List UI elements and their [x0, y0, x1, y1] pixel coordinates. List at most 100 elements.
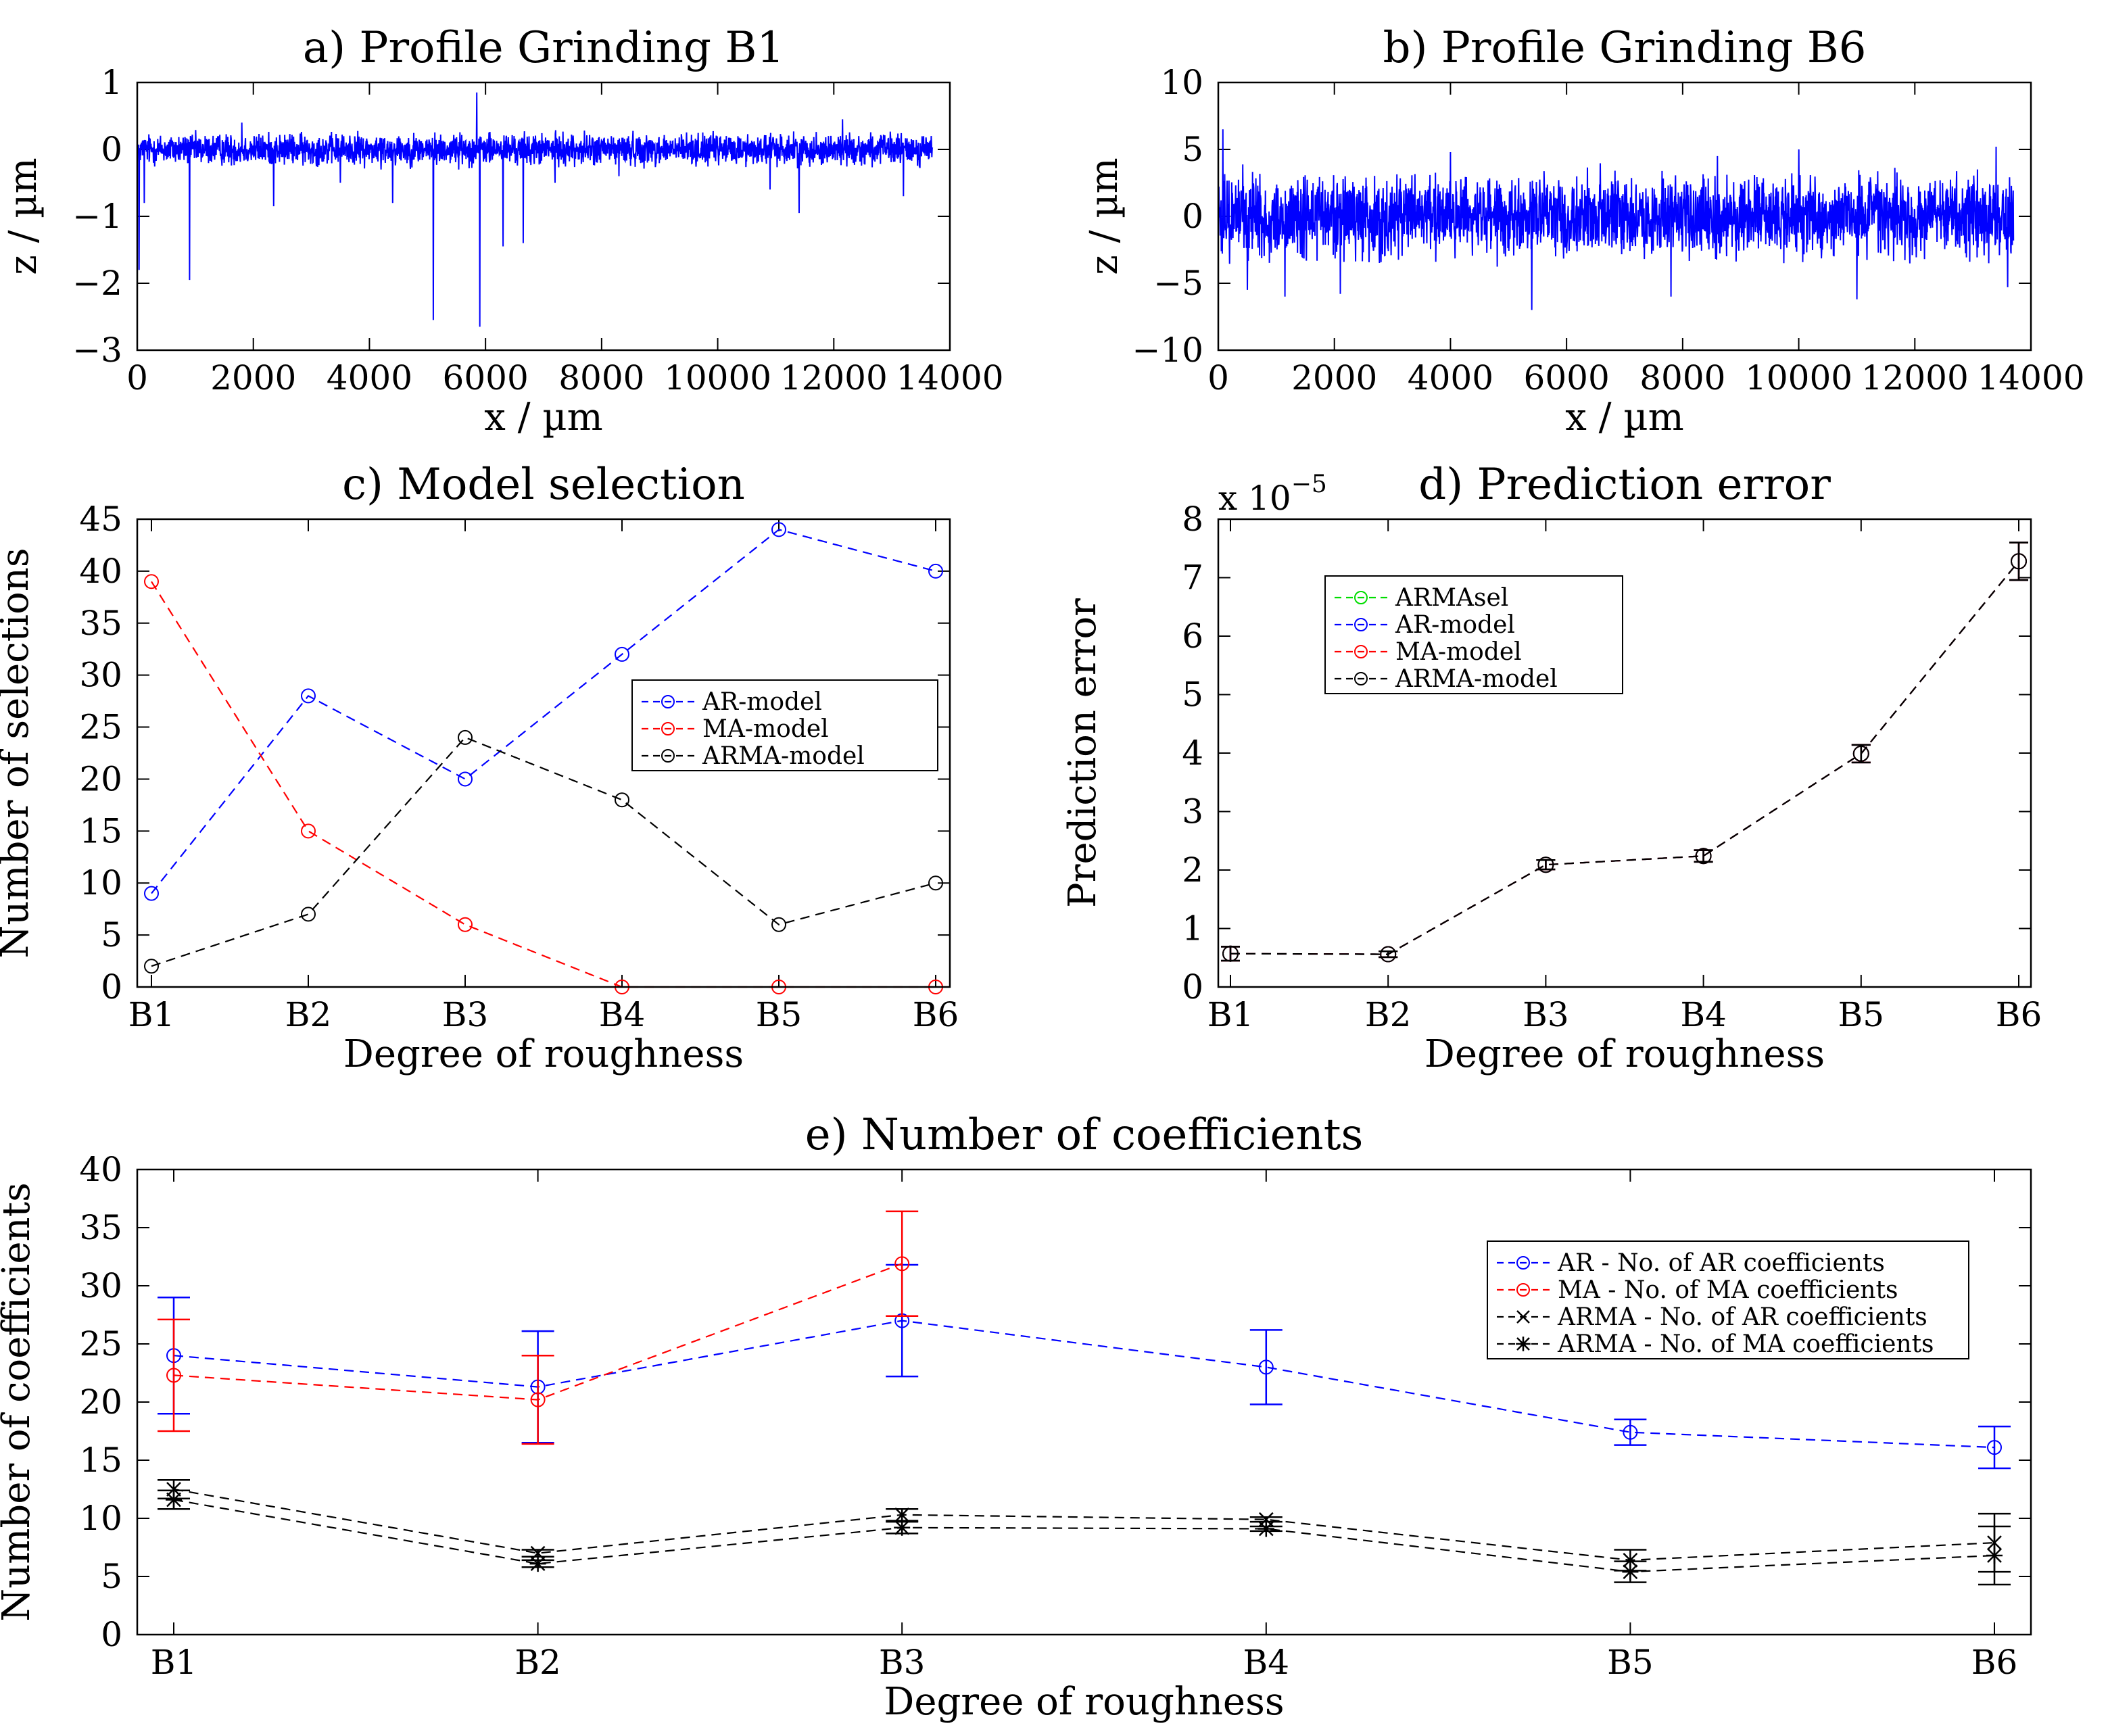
- y-tick-label: 15: [79, 811, 122, 850]
- legend-box: [1487, 1240, 1969, 1359]
- legend-marker: [1354, 591, 1368, 604]
- data-point: [1623, 1424, 1638, 1440]
- legend-label: MA-model: [1395, 638, 1522, 666]
- x-tick-label: 2000: [210, 358, 296, 397]
- y-tick-label: 1: [1182, 909, 1203, 948]
- exponent-power: −5: [1291, 471, 1327, 498]
- legend-label: ARMA - No. of MA coefficients: [1557, 1330, 1934, 1358]
- data-point: [615, 792, 629, 808]
- profile-line: [137, 92, 934, 327]
- x-tick-label: B3: [442, 995, 489, 1034]
- data-point: [301, 823, 316, 839]
- x-tick-label: B2: [285, 995, 332, 1034]
- series-line: [151, 529, 936, 894]
- x-tick-label: 8000: [1639, 358, 1725, 397]
- x-tick-label: B1: [151, 1643, 197, 1682]
- y-tick-label: 0: [1182, 967, 1203, 1007]
- y-tick-label: 30: [79, 1266, 122, 1305]
- legend-box: [1324, 575, 1623, 694]
- x-axis-label: x / µm: [484, 395, 603, 439]
- chart-title: d) Prediction error: [1418, 460, 1831, 510]
- chart-title: b) Profile Grinding B6: [1383, 23, 1867, 73]
- chart-title: a) Profile Grinding B1: [303, 23, 784, 73]
- series-ar-model: [144, 522, 943, 901]
- y-tick-label: 40: [79, 1150, 122, 1189]
- x-tick-label: 4000: [1408, 358, 1493, 397]
- data-point: [894, 1519, 911, 1536]
- y-tick-label: 5: [1182, 675, 1203, 715]
- y-tick-label: 1: [101, 63, 122, 102]
- y-tick-label: 0: [101, 130, 122, 169]
- y-tick-label: 0: [101, 1615, 122, 1654]
- series-line: [173, 1320, 1995, 1449]
- y-tick-label: 8: [1182, 500, 1203, 539]
- legend-label: ARMA-model: [702, 742, 865, 770]
- data-point: [1622, 1564, 1639, 1581]
- series-arma-model: [1221, 541, 2028, 963]
- x-tick-label: B3: [1523, 995, 1569, 1034]
- data-point: [928, 875, 943, 891]
- legend-marker: [1354, 645, 1368, 658]
- axes-frame: [1217, 518, 2032, 988]
- y-axis-label: z / µm: [1, 158, 45, 274]
- legend-label: MA-model: [702, 715, 829, 743]
- data-point: [1222, 945, 1239, 962]
- x-tick-label: 14000: [896, 358, 1003, 397]
- y-tick-label: 5: [101, 915, 122, 955]
- legend-label: AR-model: [1395, 611, 1515, 639]
- x-tick-label: 4000: [327, 358, 412, 397]
- x-tick-label: B4: [1680, 995, 1727, 1034]
- series-line: [1230, 560, 2019, 955]
- x-tick-label: B4: [1243, 1643, 1290, 1682]
- x-tick-label: 2000: [1291, 358, 1377, 397]
- y-tick-label: 35: [79, 604, 122, 643]
- y-tick-label: 45: [79, 500, 122, 539]
- y-tick-label: 3: [1182, 792, 1203, 831]
- data-point: [1537, 857, 1554, 873]
- data-point: [166, 1491, 182, 1508]
- series-arma-model: [144, 729, 943, 974]
- data-point: [2011, 553, 2027, 570]
- data-point: [1623, 1553, 1638, 1568]
- x-tick-label: 6000: [1524, 358, 1610, 397]
- error-bar: [1614, 1418, 1647, 1446]
- data-point: [1852, 745, 1869, 762]
- data-point: [166, 1368, 181, 1383]
- axes-frame: [1217, 81, 2032, 352]
- data-point: [771, 917, 786, 932]
- data-point: [144, 886, 159, 901]
- data-point: [144, 574, 159, 589]
- x-tick-label: 12000: [1861, 358, 1969, 397]
- data-point: [894, 1256, 910, 1272]
- series-line: [173, 1499, 1995, 1573]
- series-line: [151, 736, 936, 967]
- exponent-base: x 10: [1218, 479, 1291, 518]
- y-tick-label: 30: [79, 656, 122, 695]
- y-axis-label: Prediction error: [1061, 598, 1105, 908]
- data-point: [458, 917, 473, 932]
- x-tick-label: 12000: [780, 358, 888, 397]
- axes-frame: [136, 518, 951, 988]
- y-tick-label: 5: [1182, 130, 1203, 169]
- x-tick-label: B2: [514, 1643, 561, 1682]
- data-point: [529, 1556, 546, 1572]
- profile-line: [1218, 129, 2015, 310]
- x-tick-label: B6: [1971, 1643, 2018, 1682]
- axes-frame: [136, 81, 951, 352]
- y-exponent-label: x 10−5: [1218, 471, 1327, 518]
- data-point: [928, 563, 943, 579]
- data-point: [166, 1482, 181, 1497]
- legend-box: [631, 679, 938, 771]
- series-line: [173, 1488, 1995, 1562]
- panel-c: 0 5 10 15 20 25 30 35 40 45 B1 B2 B3 B4 B5 B6 c) Model s…: [0, 460, 959, 1076]
- error-bar: [1978, 1425, 2011, 1470]
- legend-label: ARMAsel: [1395, 584, 1508, 612]
- x-tick-label: B1: [1207, 995, 1254, 1034]
- legend-marker: [1516, 1336, 1531, 1351]
- y-tick-label: 10: [1160, 63, 1203, 102]
- y-tick-label: 6: [1182, 617, 1203, 656]
- x-tick-label: B1: [128, 995, 175, 1034]
